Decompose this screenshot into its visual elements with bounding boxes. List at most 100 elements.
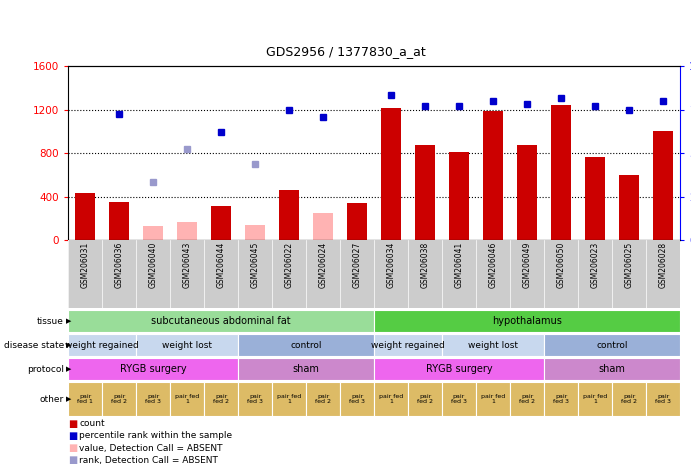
Text: pair
fed 2: pair fed 2 xyxy=(417,393,433,404)
Bar xyxy=(238,334,374,356)
Bar xyxy=(374,382,408,416)
Text: pair fed
1: pair fed 1 xyxy=(277,393,301,404)
Text: GSM206031: GSM206031 xyxy=(80,242,90,288)
Text: GSM206025: GSM206025 xyxy=(625,242,634,288)
Text: pair
fed 3: pair fed 3 xyxy=(655,393,671,404)
Text: weight lost: weight lost xyxy=(162,340,212,349)
Text: value, Detection Call = ABSENT: value, Detection Call = ABSENT xyxy=(79,444,223,453)
Text: GSM206045: GSM206045 xyxy=(251,242,260,288)
Text: pair fed
1: pair fed 1 xyxy=(481,393,505,404)
Text: GSM206050: GSM206050 xyxy=(556,242,565,288)
Bar xyxy=(278,190,299,240)
Bar xyxy=(544,334,680,356)
Bar xyxy=(204,240,238,308)
Text: sham: sham xyxy=(598,364,625,374)
Bar xyxy=(476,240,510,308)
Text: tissue: tissue xyxy=(37,317,64,326)
Text: GSM206027: GSM206027 xyxy=(352,242,361,288)
Text: ■: ■ xyxy=(68,455,77,465)
Text: control: control xyxy=(596,340,627,349)
Text: other: other xyxy=(40,394,64,403)
Bar xyxy=(585,157,605,240)
Text: weight regained: weight regained xyxy=(65,340,139,349)
Text: pair fed
1: pair fed 1 xyxy=(175,393,199,404)
Text: ■: ■ xyxy=(68,431,77,441)
Bar xyxy=(75,193,95,240)
Bar xyxy=(442,240,476,308)
Text: pair
fed 2: pair fed 2 xyxy=(315,393,331,404)
Bar xyxy=(408,240,442,308)
Bar xyxy=(476,382,510,416)
Text: pair
fed 1: pair fed 1 xyxy=(77,393,93,404)
Text: GSM206034: GSM206034 xyxy=(386,242,395,288)
Bar xyxy=(448,152,469,240)
Text: GDS2956 / 1377830_a_at: GDS2956 / 1377830_a_at xyxy=(265,46,426,58)
Bar xyxy=(211,206,231,240)
Text: count: count xyxy=(79,419,104,428)
Text: percentile rank within the sample: percentile rank within the sample xyxy=(79,431,232,440)
Bar xyxy=(340,382,374,416)
Bar xyxy=(653,131,673,240)
Text: RYGB surgery: RYGB surgery xyxy=(120,364,187,374)
Bar xyxy=(313,213,333,240)
Text: ▶: ▶ xyxy=(66,342,71,348)
Bar xyxy=(619,175,639,240)
Text: GSM206046: GSM206046 xyxy=(489,242,498,288)
Text: pair
fed 3: pair fed 3 xyxy=(553,393,569,404)
Bar xyxy=(102,240,136,308)
Bar xyxy=(245,225,265,240)
Text: control: control xyxy=(290,340,322,349)
Text: GSM206040: GSM206040 xyxy=(149,242,158,288)
Bar xyxy=(578,382,612,416)
Text: disease state: disease state xyxy=(3,340,64,349)
Bar xyxy=(306,382,340,416)
Text: protocol: protocol xyxy=(27,365,64,374)
Bar xyxy=(136,240,170,308)
Text: ▶: ▶ xyxy=(66,318,71,324)
Bar xyxy=(483,110,503,240)
Bar xyxy=(646,240,680,308)
Bar xyxy=(408,382,442,416)
Text: GSM206044: GSM206044 xyxy=(216,242,225,288)
Bar xyxy=(510,382,544,416)
Text: GSM206024: GSM206024 xyxy=(319,242,328,288)
Text: ■: ■ xyxy=(68,419,77,429)
Bar xyxy=(374,358,544,380)
Text: ▶: ▶ xyxy=(66,396,71,402)
Bar xyxy=(517,146,537,240)
Bar xyxy=(646,382,680,416)
Bar xyxy=(544,358,680,380)
Bar xyxy=(238,240,272,308)
Bar xyxy=(272,240,306,308)
Text: ▶: ▶ xyxy=(66,366,71,372)
Bar xyxy=(612,240,646,308)
Text: GSM206028: GSM206028 xyxy=(659,242,668,288)
Bar xyxy=(578,240,612,308)
Bar xyxy=(442,334,544,356)
Bar xyxy=(68,382,102,416)
Text: RYGB surgery: RYGB surgery xyxy=(426,364,492,374)
Text: pair
fed 2: pair fed 2 xyxy=(621,393,637,404)
Bar xyxy=(374,240,408,308)
Text: pair fed
1: pair fed 1 xyxy=(379,393,403,404)
Bar xyxy=(68,240,102,308)
Bar xyxy=(306,240,340,308)
Text: ■: ■ xyxy=(68,443,77,453)
Bar xyxy=(68,310,374,332)
Text: GSM206022: GSM206022 xyxy=(285,242,294,288)
Bar xyxy=(136,334,238,356)
Bar xyxy=(551,105,571,240)
Text: pair
fed 2: pair fed 2 xyxy=(213,393,229,404)
Bar xyxy=(108,202,129,240)
Text: rank, Detection Call = ABSENT: rank, Detection Call = ABSENT xyxy=(79,456,218,465)
Text: GSM206038: GSM206038 xyxy=(421,242,430,288)
Bar xyxy=(347,203,367,240)
Text: GSM206023: GSM206023 xyxy=(591,242,600,288)
Bar xyxy=(170,240,204,308)
Text: weight lost: weight lost xyxy=(468,340,518,349)
Bar xyxy=(177,221,197,240)
Text: GSM206043: GSM206043 xyxy=(182,242,191,288)
Bar xyxy=(102,382,136,416)
Text: pair
fed 3: pair fed 3 xyxy=(451,393,467,404)
Bar xyxy=(136,382,170,416)
